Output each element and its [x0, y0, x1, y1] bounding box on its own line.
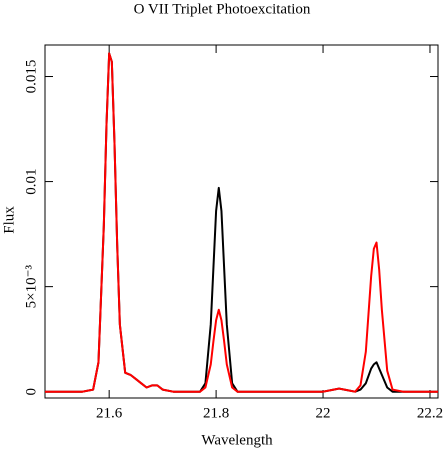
x-tick-label: 21.6 — [96, 405, 123, 421]
y-tick-label: 0.01 — [23, 168, 39, 194]
plot-frame — [44, 44, 439, 399]
chart-title: O VII Triplet Photoexcitation — [134, 1, 311, 17]
y-tick-label: 0.015 — [23, 60, 39, 94]
y-axis-label: Flux — [1, 206, 17, 234]
x-tick-label: 22 — [316, 405, 331, 421]
series-line — [45, 52, 438, 393]
x-tick-label: 21.8 — [203, 405, 229, 421]
y-tick-label: 5×10⁻³ — [23, 264, 39, 308]
x-tick-label: 22.2 — [417, 405, 443, 421]
x-axis-label: Wavelength — [201, 432, 273, 448]
y-tick-label: 0 — [23, 388, 39, 396]
